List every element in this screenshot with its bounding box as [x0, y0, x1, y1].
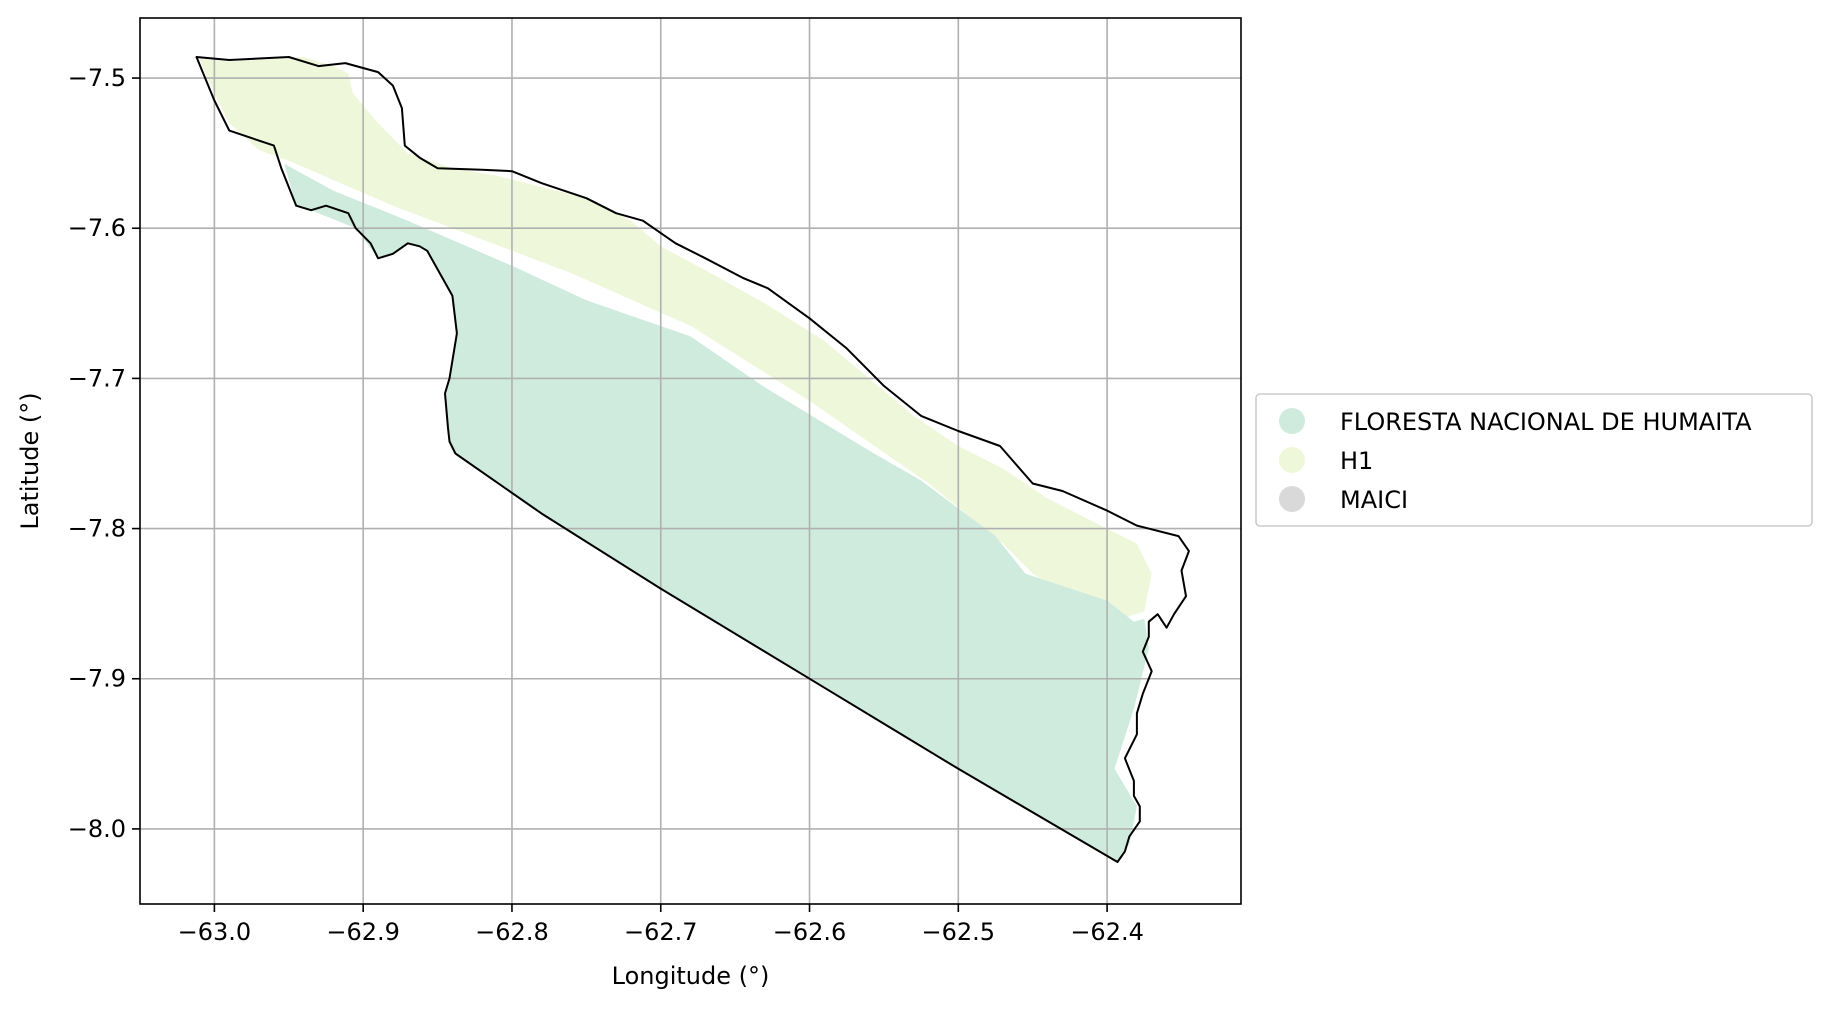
region-boundary — [195, 56, 1190, 863]
y-tick-label: −8.0 — [68, 815, 126, 843]
legend-label-h1: H1 — [1340, 447, 1373, 475]
y-axis-label: Latitude (°) — [16, 392, 44, 529]
x-tick-label: −62.8 — [475, 918, 549, 946]
x-tick-label: −63.0 — [178, 918, 252, 946]
legend-label-maici: MAICI — [1340, 486, 1408, 514]
x-axis-ticks: −63.0 −62.9 −62.8 −62.7 −62.6 −62.5 −62.4 — [178, 904, 1144, 946]
region-floresta-nacional-de-humaita — [284, 163, 1149, 862]
y-tick-label: −7.6 — [68, 214, 126, 242]
x-tick-label: −62.9 — [326, 918, 400, 946]
plot-frame — [139, 17, 1242, 905]
y-tick-label: −7.5 — [68, 64, 126, 92]
legend-marker-floresta-nacional-de-humaita — [1279, 408, 1305, 434]
legend-label-floresta-nacional-de-humaita: FLORESTA NACIONAL DE HUMAITA — [1340, 408, 1752, 436]
legend-marker-h1 — [1279, 447, 1305, 473]
x-tick-label: −62.5 — [922, 918, 996, 946]
x-axis-label: Longitude (°) — [612, 962, 770, 990]
legend-box — [1255, 393, 1813, 527]
grid-layer — [140, 18, 1241, 904]
y-axis-ticks: −7.5 −7.6 −7.7 −7.8 −7.9 −8.0 — [68, 64, 140, 843]
y-tick-label: −7.8 — [68, 515, 126, 543]
regions-layer — [199, 57, 1152, 862]
boundary-layer — [195, 56, 1190, 863]
y-tick-label: −7.9 — [68, 665, 126, 693]
legend-marker-maici — [1279, 486, 1305, 512]
y-tick-label: −7.7 — [68, 364, 126, 392]
x-tick-label: −62.7 — [624, 918, 698, 946]
x-tick-label: −62.6 — [773, 918, 847, 946]
x-tick-label: −62.4 — [1070, 918, 1144, 946]
region-h1 — [199, 57, 1152, 619]
legend: FLORESTA NACIONAL DE HUMAITA H1 MAICI — [1255, 393, 1813, 527]
